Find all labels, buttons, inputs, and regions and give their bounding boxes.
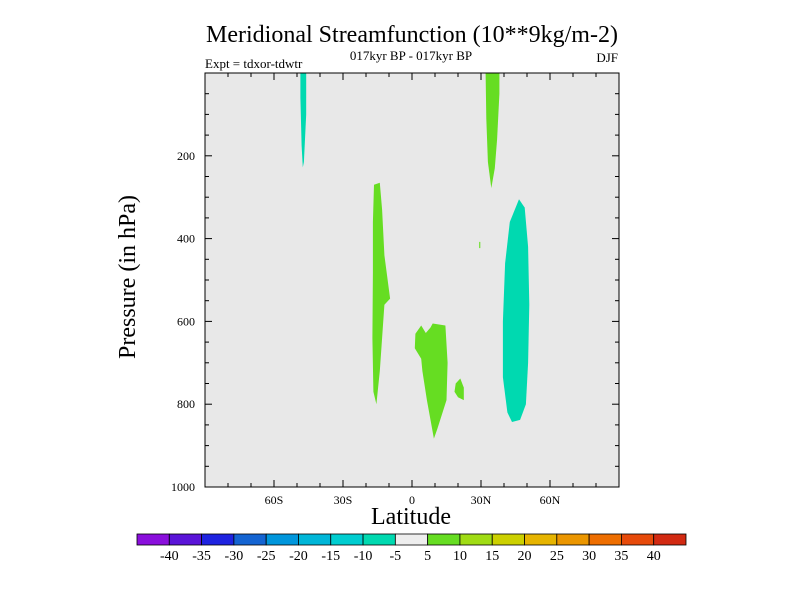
colorbar-label: 20 <box>518 549 532 564</box>
colorbar-label: -40 <box>160 549 179 564</box>
chart-subtitle-right: DJF <box>596 50 618 65</box>
y-tick-label: 800 <box>177 397 195 411</box>
contour-region-1 <box>300 73 307 168</box>
x-axis-label: Latitude <box>371 504 451 530</box>
contour-region-6 <box>479 241 481 249</box>
colorbar-label: 30 <box>582 549 596 564</box>
colorbar-label: -35 <box>192 549 211 564</box>
colorbar <box>136 533 687 546</box>
colorbar-box <box>330 533 364 546</box>
y-tick-label: 1000 <box>171 480 195 494</box>
chart-title: Meridional Streamfunction (10**9kg/m-2) <box>206 22 618 48</box>
colorbar-box <box>168 533 202 546</box>
x-tick-label: 60S <box>265 493 284 507</box>
colorbar-label: 15 <box>485 549 499 564</box>
colorbar-box <box>394 533 429 546</box>
colorbar-box <box>298 533 332 546</box>
colorbar-label: -5 <box>390 549 402 564</box>
contour-region-5 <box>454 378 464 401</box>
colorbar-label: -20 <box>289 549 308 564</box>
x-tick-label: 30N <box>471 493 492 507</box>
colorbar-box <box>136 533 170 546</box>
y-axis-label: Pressure (in hPa) <box>115 195 141 359</box>
colorbar-label: -15 <box>321 549 340 564</box>
plot-background <box>205 73 619 487</box>
colorbar-box <box>491 533 525 546</box>
x-tick-labels: 60S 30S 0 30N 60N <box>265 493 561 507</box>
colorbar-box <box>653 533 687 546</box>
colorbar-box <box>588 533 622 546</box>
colorbar-box <box>265 533 299 546</box>
contour-region-7 <box>502 199 530 422</box>
x-tick-label: 0 <box>409 493 415 507</box>
colorbar-box <box>362 533 396 546</box>
chart-subtitle-center: 017kyr BP - 017kyr BP <box>350 48 472 63</box>
x-tick-label: 60N <box>540 493 561 507</box>
colorbar-box <box>556 533 590 546</box>
y-tick-label: 400 <box>177 232 195 246</box>
y-tick-label: 200 <box>177 149 195 163</box>
colorbar-label: 10 <box>453 549 467 564</box>
contour-region-2 <box>372 182 391 405</box>
plot-frame <box>204 72 620 488</box>
y-tick-labels: 200 400 600 800 1000 <box>171 149 195 494</box>
contour-region-3 <box>485 73 500 189</box>
colorbar-label: -30 <box>225 549 244 564</box>
colorbar-label: 5 <box>424 549 431 564</box>
colorbar-labels: -40 -35 -30 -25 -20 -15 -10 -5 5 10 15 20 25 30 35 40 <box>160 549 661 564</box>
contour-region-4 <box>414 323 448 439</box>
colorbar-label: -10 <box>354 549 373 564</box>
colorbar-label: 25 <box>550 549 564 564</box>
colorbar-box <box>233 533 267 546</box>
colorbar-box <box>524 533 558 546</box>
colorbar-box <box>459 533 493 546</box>
colorbar-label: 35 <box>614 549 628 564</box>
colorbar-label: 40 <box>647 549 661 564</box>
colorbar-box <box>427 533 461 546</box>
colorbar-box <box>621 533 655 546</box>
chart-subtitle-left: Expt = tdxor-tdwtr <box>205 56 303 71</box>
x-tick-label: 30S <box>334 493 353 507</box>
colorbar-box <box>201 533 235 546</box>
plot-area <box>204 72 620 488</box>
colorbar-label: -25 <box>257 549 276 564</box>
contour-regions <box>300 73 530 439</box>
y-tick-label: 600 <box>177 314 195 328</box>
